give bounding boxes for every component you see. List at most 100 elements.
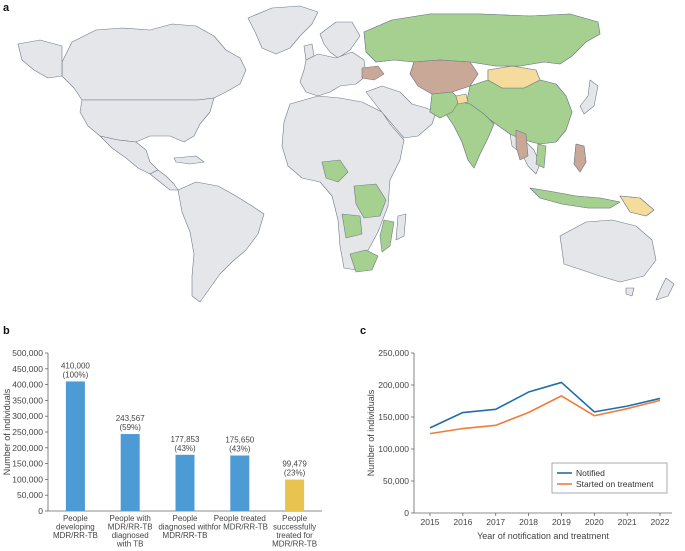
map-central-america xyxy=(149,169,179,191)
bar-category-label: MDR/RR-TB xyxy=(53,531,98,540)
map-hl-vietnam xyxy=(535,143,547,169)
bar-chart: 0 50,000 100,000 150,000 200,000 250,000 300,0… xyxy=(2,348,322,549)
map-hl-drc xyxy=(353,183,387,219)
map-australia xyxy=(559,219,657,283)
line-x-tick-label: 2016 xyxy=(453,517,472,527)
bar-category-label: People xyxy=(173,514,198,523)
map-hl-philippines xyxy=(573,143,587,173)
map-scandinavia xyxy=(319,21,361,59)
bar-y-tick-label: 450,000 xyxy=(12,364,43,374)
map-hl-angola xyxy=(341,213,363,239)
bar-y-tick-label: 200,000 xyxy=(12,443,43,453)
bar-data-label: (23%) xyxy=(284,469,306,478)
map-hl-kazakhstan xyxy=(409,59,479,95)
line-x-axis-label: Year of notification and treatment xyxy=(477,531,609,541)
map-madagascar xyxy=(395,213,407,241)
map-hl-mozambique xyxy=(379,219,395,253)
bar-y-tick-label: 50,000 xyxy=(17,490,43,500)
panel-label-a: a xyxy=(3,2,10,14)
map-usa xyxy=(79,97,215,143)
bar xyxy=(120,434,140,511)
line-series xyxy=(429,395,661,435)
line-legend-box xyxy=(551,462,668,494)
bar-y-tick-label: 150,000 xyxy=(12,459,43,469)
map-hl-myanmar xyxy=(515,129,529,161)
bar-category-label: People xyxy=(63,514,88,523)
map-hl-indonesia xyxy=(529,187,621,209)
bar-category-label: People xyxy=(282,514,307,523)
bar-y-axis-label: Number of individuals xyxy=(2,388,12,475)
map-hl-russia xyxy=(363,13,601,67)
bar-data-label: (100%) xyxy=(63,370,89,379)
map-new-zealand xyxy=(655,277,675,301)
map-mexico xyxy=(99,135,159,175)
line-x-tick-label: 2017 xyxy=(486,517,505,527)
line-x-tick-label: 2020 xyxy=(585,517,604,527)
panel-label-c: c xyxy=(360,325,367,337)
line-y-tick-label: 150,000 xyxy=(378,412,409,422)
bar-category-label: treated for xyxy=(276,531,313,540)
map-middle-east xyxy=(365,85,437,139)
bar-y-tick-label: 400,000 xyxy=(12,380,43,390)
bar xyxy=(230,455,250,511)
bar-data-label: 177,853 xyxy=(171,435,200,444)
map-hl-ukraine xyxy=(361,65,385,81)
line-y-tick-label: 0 xyxy=(404,508,409,518)
map-greenland xyxy=(247,5,319,55)
bar-category-label: for MDR/RR-TB xyxy=(212,523,268,532)
map-alaska xyxy=(17,39,63,79)
bar-category-label: People with xyxy=(110,514,151,523)
line-x-tick-label: 2019 xyxy=(552,517,571,527)
bar xyxy=(175,454,195,511)
line-y-axis-label: Number of individuals xyxy=(366,389,376,476)
line-legend-label: Started on treatment xyxy=(576,479,654,489)
panel-label-b: b xyxy=(3,325,10,337)
bar-y-tick-label: 500,000 xyxy=(12,348,43,358)
bar-data-label: 175,650 xyxy=(225,435,254,444)
map-hl-south-africa xyxy=(349,249,379,273)
line-legend-label: Notified xyxy=(576,468,605,478)
bar-category-label: MDR/RR-TB xyxy=(163,531,208,540)
line-y-tick-label: 250,000 xyxy=(378,348,409,358)
world-map xyxy=(17,5,675,303)
line-x-tick-label: 2018 xyxy=(519,517,538,527)
bar xyxy=(65,381,85,511)
bar-category-label: MDR/RR-TB xyxy=(108,523,153,532)
map-hl-mongolia xyxy=(487,65,541,89)
bar-category-label: successfully xyxy=(273,523,316,532)
line-chart: 0 50,000 100,000 150,000 200,000 250,000 2015 2… xyxy=(366,348,672,541)
bar-data-label: 99,479 xyxy=(282,460,307,469)
bar-category-label: with TB xyxy=(116,540,144,549)
line-x-tick-label: 2022 xyxy=(651,517,670,527)
map-uk xyxy=(303,43,315,61)
map-south-america xyxy=(177,181,265,303)
map-hl-nigeria xyxy=(321,159,349,183)
bar-y-tick-label: 100,000 xyxy=(12,474,43,484)
bar-category-label: developing xyxy=(56,523,95,532)
bar-y-tick-label: 350,000 xyxy=(12,395,43,405)
map-europe xyxy=(299,51,367,97)
bar-category-label: diagnosed xyxy=(112,531,149,540)
bar-category-label: diagnosed with xyxy=(158,523,211,532)
map-hl-india xyxy=(445,99,495,169)
bar-data-label: (43%) xyxy=(229,444,251,453)
map-japan xyxy=(579,79,599,115)
bar-data-label: 243,567 xyxy=(116,414,145,423)
bar-y-tick-label: 0 xyxy=(38,506,43,516)
map-hl-png xyxy=(619,195,655,217)
bar-data-label: (43%) xyxy=(174,444,196,453)
map-hl-tajikistan xyxy=(455,93,469,105)
line-x-tick-label: 2021 xyxy=(618,517,637,527)
line-y-tick-label: 100,000 xyxy=(378,444,409,454)
bar-y-tick-label: 250,000 xyxy=(12,427,43,437)
map-caribbean xyxy=(173,155,205,165)
bar xyxy=(285,479,305,511)
bar-data-label: (59%) xyxy=(120,423,142,432)
bar-category-label: MDR/RR-TB xyxy=(272,540,317,549)
line-series xyxy=(429,381,661,429)
map-canada xyxy=(61,23,247,101)
line-x-tick-label: 2015 xyxy=(421,517,440,527)
line-y-tick-label: 200,000 xyxy=(378,380,409,390)
bar-category-label: People treated xyxy=(214,514,266,523)
bar-y-tick-label: 300,000 xyxy=(12,411,43,421)
